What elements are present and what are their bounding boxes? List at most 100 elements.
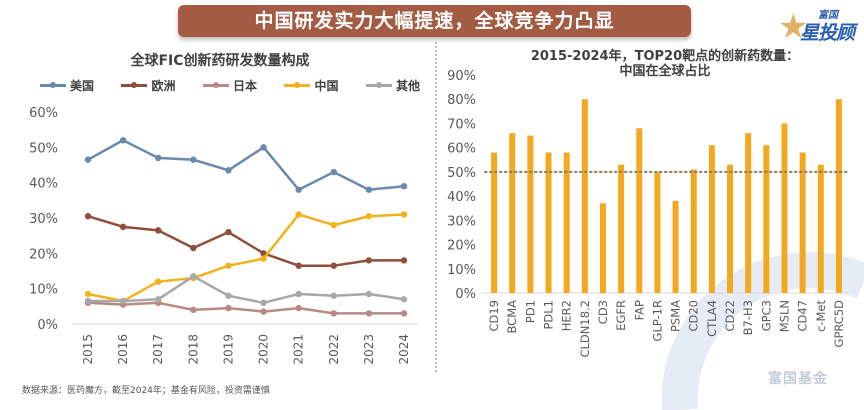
y-tick-label: 60% bbox=[29, 106, 58, 121]
logo-small-text: 富国 bbox=[818, 10, 838, 21]
legend-label: 中国 bbox=[314, 79, 339, 93]
x-tick-label: 2017 bbox=[151, 334, 165, 365]
legend-swatch-europe bbox=[121, 82, 148, 88]
legend-swatch-other bbox=[365, 82, 392, 88]
y-tick-label: 10% bbox=[29, 283, 58, 298]
y-tick-label: 20% bbox=[29, 247, 58, 262]
bar bbox=[817, 164, 824, 293]
y-tick-label: 70% bbox=[447, 117, 476, 132]
bar bbox=[672, 200, 679, 293]
y-tick-label: 30% bbox=[29, 212, 58, 227]
data-point-china bbox=[295, 211, 302, 218]
x-tick-label: 2022 bbox=[327, 334, 341, 365]
data-point-usa bbox=[260, 144, 267, 151]
data-point-japan bbox=[330, 310, 337, 317]
bar bbox=[636, 128, 643, 293]
data-point-usa bbox=[190, 156, 197, 163]
data-point-japan bbox=[190, 306, 197, 314]
line-chart-legend: 美国 欧洲 日本 中国 其他 bbox=[40, 77, 420, 94]
y-tick-label: 0% bbox=[37, 318, 58, 333]
data-point-japan bbox=[260, 308, 267, 315]
x-tick-label: CD47 bbox=[796, 300, 810, 332]
bar bbox=[727, 164, 734, 293]
x-tick-label: 2019 bbox=[221, 334, 235, 365]
x-tick-label: 2023 bbox=[362, 334, 376, 365]
data-point-europe bbox=[400, 257, 408, 264]
data-point-europe bbox=[330, 262, 337, 269]
data-point-usa bbox=[119, 137, 127, 144]
legend-item-europe: 欧洲 bbox=[121, 77, 176, 94]
x-tick-label: 2020 bbox=[257, 334, 271, 365]
y-tick-label: 40% bbox=[447, 190, 476, 205]
x-tick-label: HER2 bbox=[560, 300, 574, 331]
y-tick-label: 90% bbox=[447, 69, 476, 84]
data-point-europe bbox=[155, 227, 162, 234]
data-point-usa bbox=[330, 168, 337, 176]
bar bbox=[491, 152, 498, 293]
series-line-japan bbox=[87, 301, 404, 315]
y-tick-label: 50% bbox=[447, 166, 476, 181]
bar bbox=[545, 152, 552, 293]
x-tick-label: 2015 bbox=[81, 334, 95, 365]
bar bbox=[581, 99, 588, 293]
bar-chart-title-line1: 2015-2024年，TOP20靶点的创新药数量： bbox=[530, 49, 800, 64]
bar bbox=[509, 133, 516, 293]
x-tick-label: MSLN bbox=[777, 300, 791, 332]
x-tick-label: c-Met bbox=[814, 300, 828, 332]
x-tick-label: CD20 bbox=[687, 300, 701, 332]
data-point-europe bbox=[365, 257, 373, 264]
data-point-other bbox=[225, 292, 232, 299]
watermark-text: 富国基金 bbox=[768, 371, 828, 387]
legend-swatch-japan bbox=[202, 82, 229, 88]
x-tick-label: GLP-1R bbox=[650, 300, 664, 341]
bar bbox=[745, 133, 752, 293]
x-tick-label: CD22 bbox=[723, 300, 737, 332]
data-point-europe bbox=[225, 228, 232, 236]
bar-chart-title: 2015-2024年，TOP20靶点的创新药数量： 中国在全球占比 bbox=[470, 49, 860, 79]
data-point-usa bbox=[400, 183, 408, 190]
bar bbox=[708, 145, 715, 293]
bar bbox=[781, 123, 788, 293]
data-point-usa bbox=[155, 154, 162, 162]
data-point-europe bbox=[190, 244, 197, 252]
data-point-other bbox=[260, 299, 267, 306]
legend-item-japan: 日本 bbox=[202, 77, 257, 94]
x-tick-label: 2016 bbox=[116, 334, 130, 365]
data-point-usa bbox=[84, 156, 92, 163]
data-point-japan bbox=[365, 310, 373, 317]
x-tick-label: CLDN18.2 bbox=[578, 300, 592, 358]
y-tick-label: 0% bbox=[455, 287, 476, 302]
data-point-china bbox=[260, 255, 267, 262]
logo: ★ 富国 星投顾 bbox=[778, 4, 858, 44]
data-point-other bbox=[155, 296, 162, 303]
bar bbox=[599, 203, 606, 293]
data-point-other bbox=[84, 297, 92, 305]
legend-swatch-usa bbox=[40, 82, 66, 88]
x-tick-label: BCMA bbox=[505, 300, 519, 334]
y-tick-label: 60% bbox=[447, 142, 476, 157]
bar bbox=[618, 164, 625, 293]
x-tick-label: EGFR bbox=[614, 300, 628, 331]
legend-item-usa: 美国 bbox=[40, 77, 94, 94]
y-tick-label: 10% bbox=[447, 263, 476, 278]
x-tick-label: 2024 bbox=[397, 334, 411, 365]
bar bbox=[763, 145, 770, 293]
legend-label: 欧洲 bbox=[151, 79, 176, 93]
y-tick-label: 30% bbox=[447, 214, 476, 229]
data-point-china bbox=[330, 221, 337, 229]
data-point-usa bbox=[225, 167, 232, 174]
series-line-usa bbox=[87, 139, 405, 191]
bar bbox=[563, 152, 570, 293]
data-point-europe bbox=[119, 223, 127, 231]
x-tick-label: 2018 bbox=[186, 334, 200, 365]
data-point-china bbox=[400, 211, 408, 218]
data-point-usa bbox=[365, 186, 373, 193]
chart-divider bbox=[435, 42, 437, 372]
data-point-china bbox=[225, 262, 232, 269]
bar bbox=[654, 171, 661, 293]
footer-source: 数据来源：医药魔方，截至2024年；基金有风险，投资需谨慎 bbox=[22, 386, 270, 396]
logo-big-text: 星投顾 bbox=[800, 22, 855, 44]
data-point-europe bbox=[295, 262, 302, 269]
x-tick-label: 2021 bbox=[292, 334, 306, 365]
